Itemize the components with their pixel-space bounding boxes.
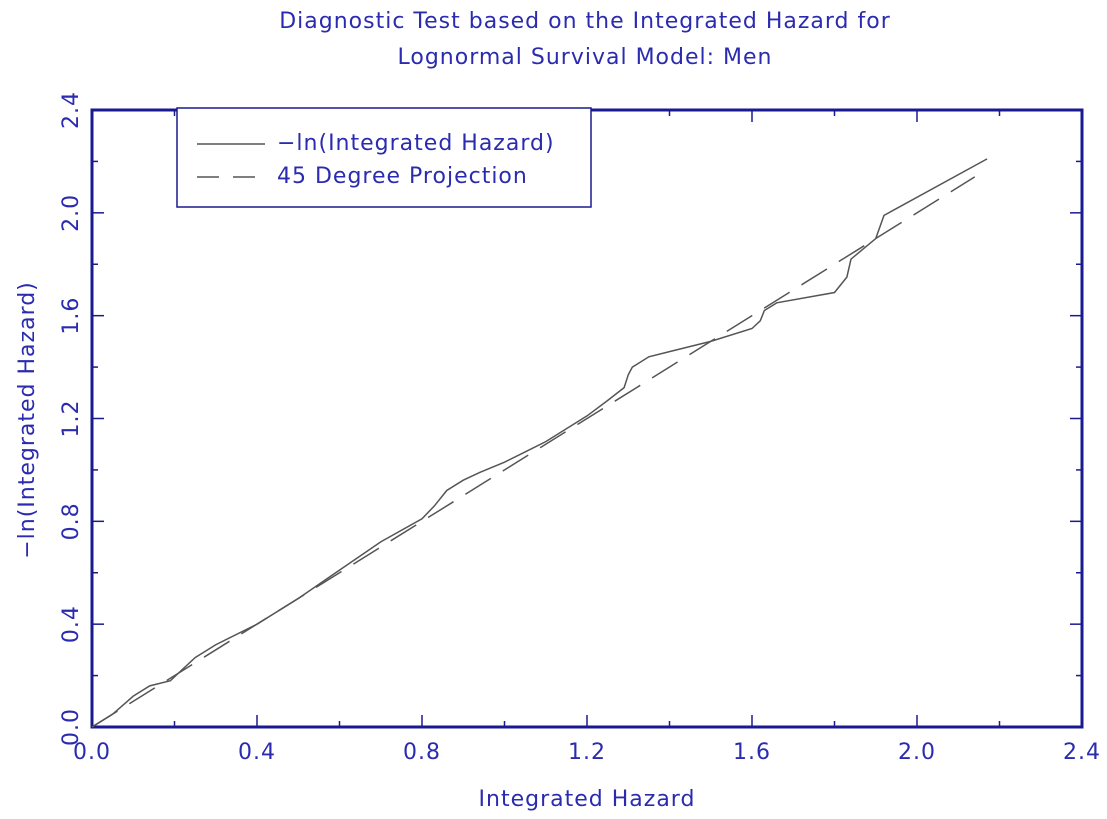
legend-label: −ln(Integrated Hazard) — [277, 131, 555, 156]
y-tick-label: 1.2 — [59, 400, 84, 438]
chart-title: Diagnostic Test based on the Integrated … — [279, 9, 891, 34]
y-tick-label: 0.8 — [59, 502, 84, 540]
y-tick-label: 2.4 — [59, 91, 84, 129]
x-tick-label: 1.2 — [568, 740, 606, 765]
legend-box — [176, 107, 592, 208]
y-tick-label: 2.0 — [59, 194, 84, 232]
y-tick-label: 1.6 — [59, 297, 84, 335]
x-axis-label: Integrated Hazard — [479, 787, 696, 812]
y-tick-label: 0.4 — [59, 605, 84, 643]
x-tick-label: 1.6 — [733, 740, 771, 765]
legend-label: 45 Degree Projection — [277, 164, 528, 189]
x-tick-label: 0.8 — [403, 740, 441, 765]
x-tick-label: 0.4 — [238, 740, 276, 765]
y-axis-label: −ln(Integrated Hazard) — [15, 281, 40, 559]
series-line — [91, 158, 988, 728]
x-tick-label: 2.0 — [898, 740, 936, 765]
series-line — [91, 176, 976, 728]
x-tick-label: 2.4 — [1063, 740, 1101, 765]
chart-subtitle: Lognormal Survival Model: Men — [398, 45, 773, 70]
y-tick-label: 0.0 — [59, 708, 84, 746]
x-tick-label: 0.0 — [73, 740, 111, 765]
